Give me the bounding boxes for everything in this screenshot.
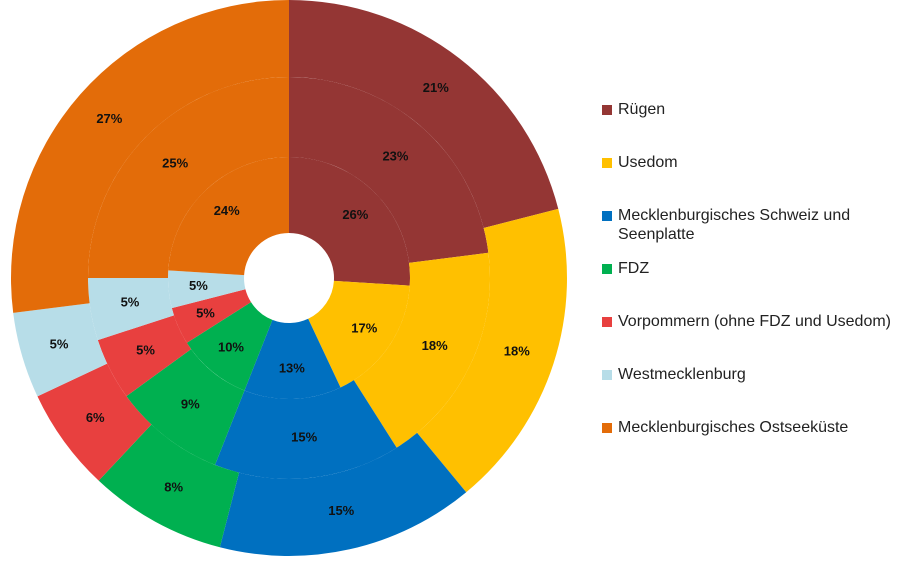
donut-segment [97, 315, 192, 397]
data-label: 10% [218, 340, 244, 355]
legend-item: FDZ [602, 259, 902, 312]
data-label: 5% [50, 336, 69, 351]
legend-swatch [602, 264, 612, 274]
donut-segment [88, 278, 174, 341]
legend-label: FDZ [618, 260, 650, 277]
legend-swatch [602, 317, 612, 327]
legend-swatch [602, 158, 612, 168]
data-label: 5% [196, 306, 215, 321]
data-label: 18% [422, 338, 448, 353]
donut-segment [308, 280, 410, 388]
data-label: 5% [189, 278, 208, 293]
data-label: 13% [279, 360, 305, 375]
donut-segment [98, 424, 240, 548]
data-label: 9% [181, 397, 200, 412]
legend-label: Mecklenburgisches Ostseeküste [618, 419, 849, 436]
donut-segment [417, 208, 567, 493]
donut-segment [171, 289, 252, 343]
donut-segment [126, 349, 245, 465]
donut-segment [37, 363, 152, 481]
data-label: 23% [382, 149, 408, 164]
data-label: 5% [121, 295, 140, 310]
data-label: 5% [136, 343, 155, 358]
chart: 26% 17% 13% 10% 5% 5% 24% 23% 18% 15% 9% 5% 5% 25% 21%… [10, 0, 567, 556]
data-label: 15% [328, 503, 354, 518]
legend-label: Vorpommern (ohne FDZ und Usedom) [618, 313, 891, 330]
legend-item: Usedom [602, 153, 902, 206]
legend-swatch [602, 423, 612, 433]
donut-segment [88, 77, 289, 278]
donut-segment [13, 303, 108, 397]
legend-label: Mecklenburgisches Schweiz und Seenplatte [618, 207, 851, 243]
legend-swatch [602, 370, 612, 380]
legend-label: Usedom [618, 154, 678, 171]
legend-label: Rügen [618, 101, 666, 118]
data-label: 18% [504, 343, 530, 358]
donut-segment [244, 318, 341, 399]
data-label: 26% [342, 207, 368, 222]
data-label: 25% [162, 156, 188, 171]
legend-label: Westmecklenburg [618, 366, 746, 383]
legend-item: Mecklenburgisches Schweiz und Seenplatte [602, 206, 902, 259]
data-label: 21% [423, 80, 449, 95]
legend: Rügen Usedom Mecklenburgisches Schweiz und… [602, 100, 902, 471]
data-label: 27% [96, 111, 122, 126]
legend-swatch [602, 105, 612, 115]
data-label: 6% [86, 410, 105, 425]
legend-item: Rügen [602, 100, 902, 153]
donut-segment [219, 432, 467, 556]
legend-item: Westmecklenburg [602, 365, 902, 418]
donut-segment [289, 77, 489, 263]
legend-item: Mecklenburgisches Ostseeküste [602, 418, 902, 471]
donut-segment [353, 252, 491, 448]
donut-segment [289, 0, 559, 229]
data-label: 17% [351, 321, 377, 336]
donut-segment [168, 157, 289, 276]
data-label: 8% [164, 479, 183, 494]
data-label: 15% [291, 430, 317, 445]
donut-segment [10, 0, 289, 313]
legend-item: Vorpommern (ohne FDZ und Usedom) [602, 312, 902, 365]
legend-swatch [602, 211, 612, 221]
donut-segment [215, 380, 397, 479]
donut-segment [186, 302, 273, 391]
data-label: 24% [214, 203, 240, 218]
donut-segment [168, 270, 246, 309]
donut-segment [289, 157, 410, 286]
